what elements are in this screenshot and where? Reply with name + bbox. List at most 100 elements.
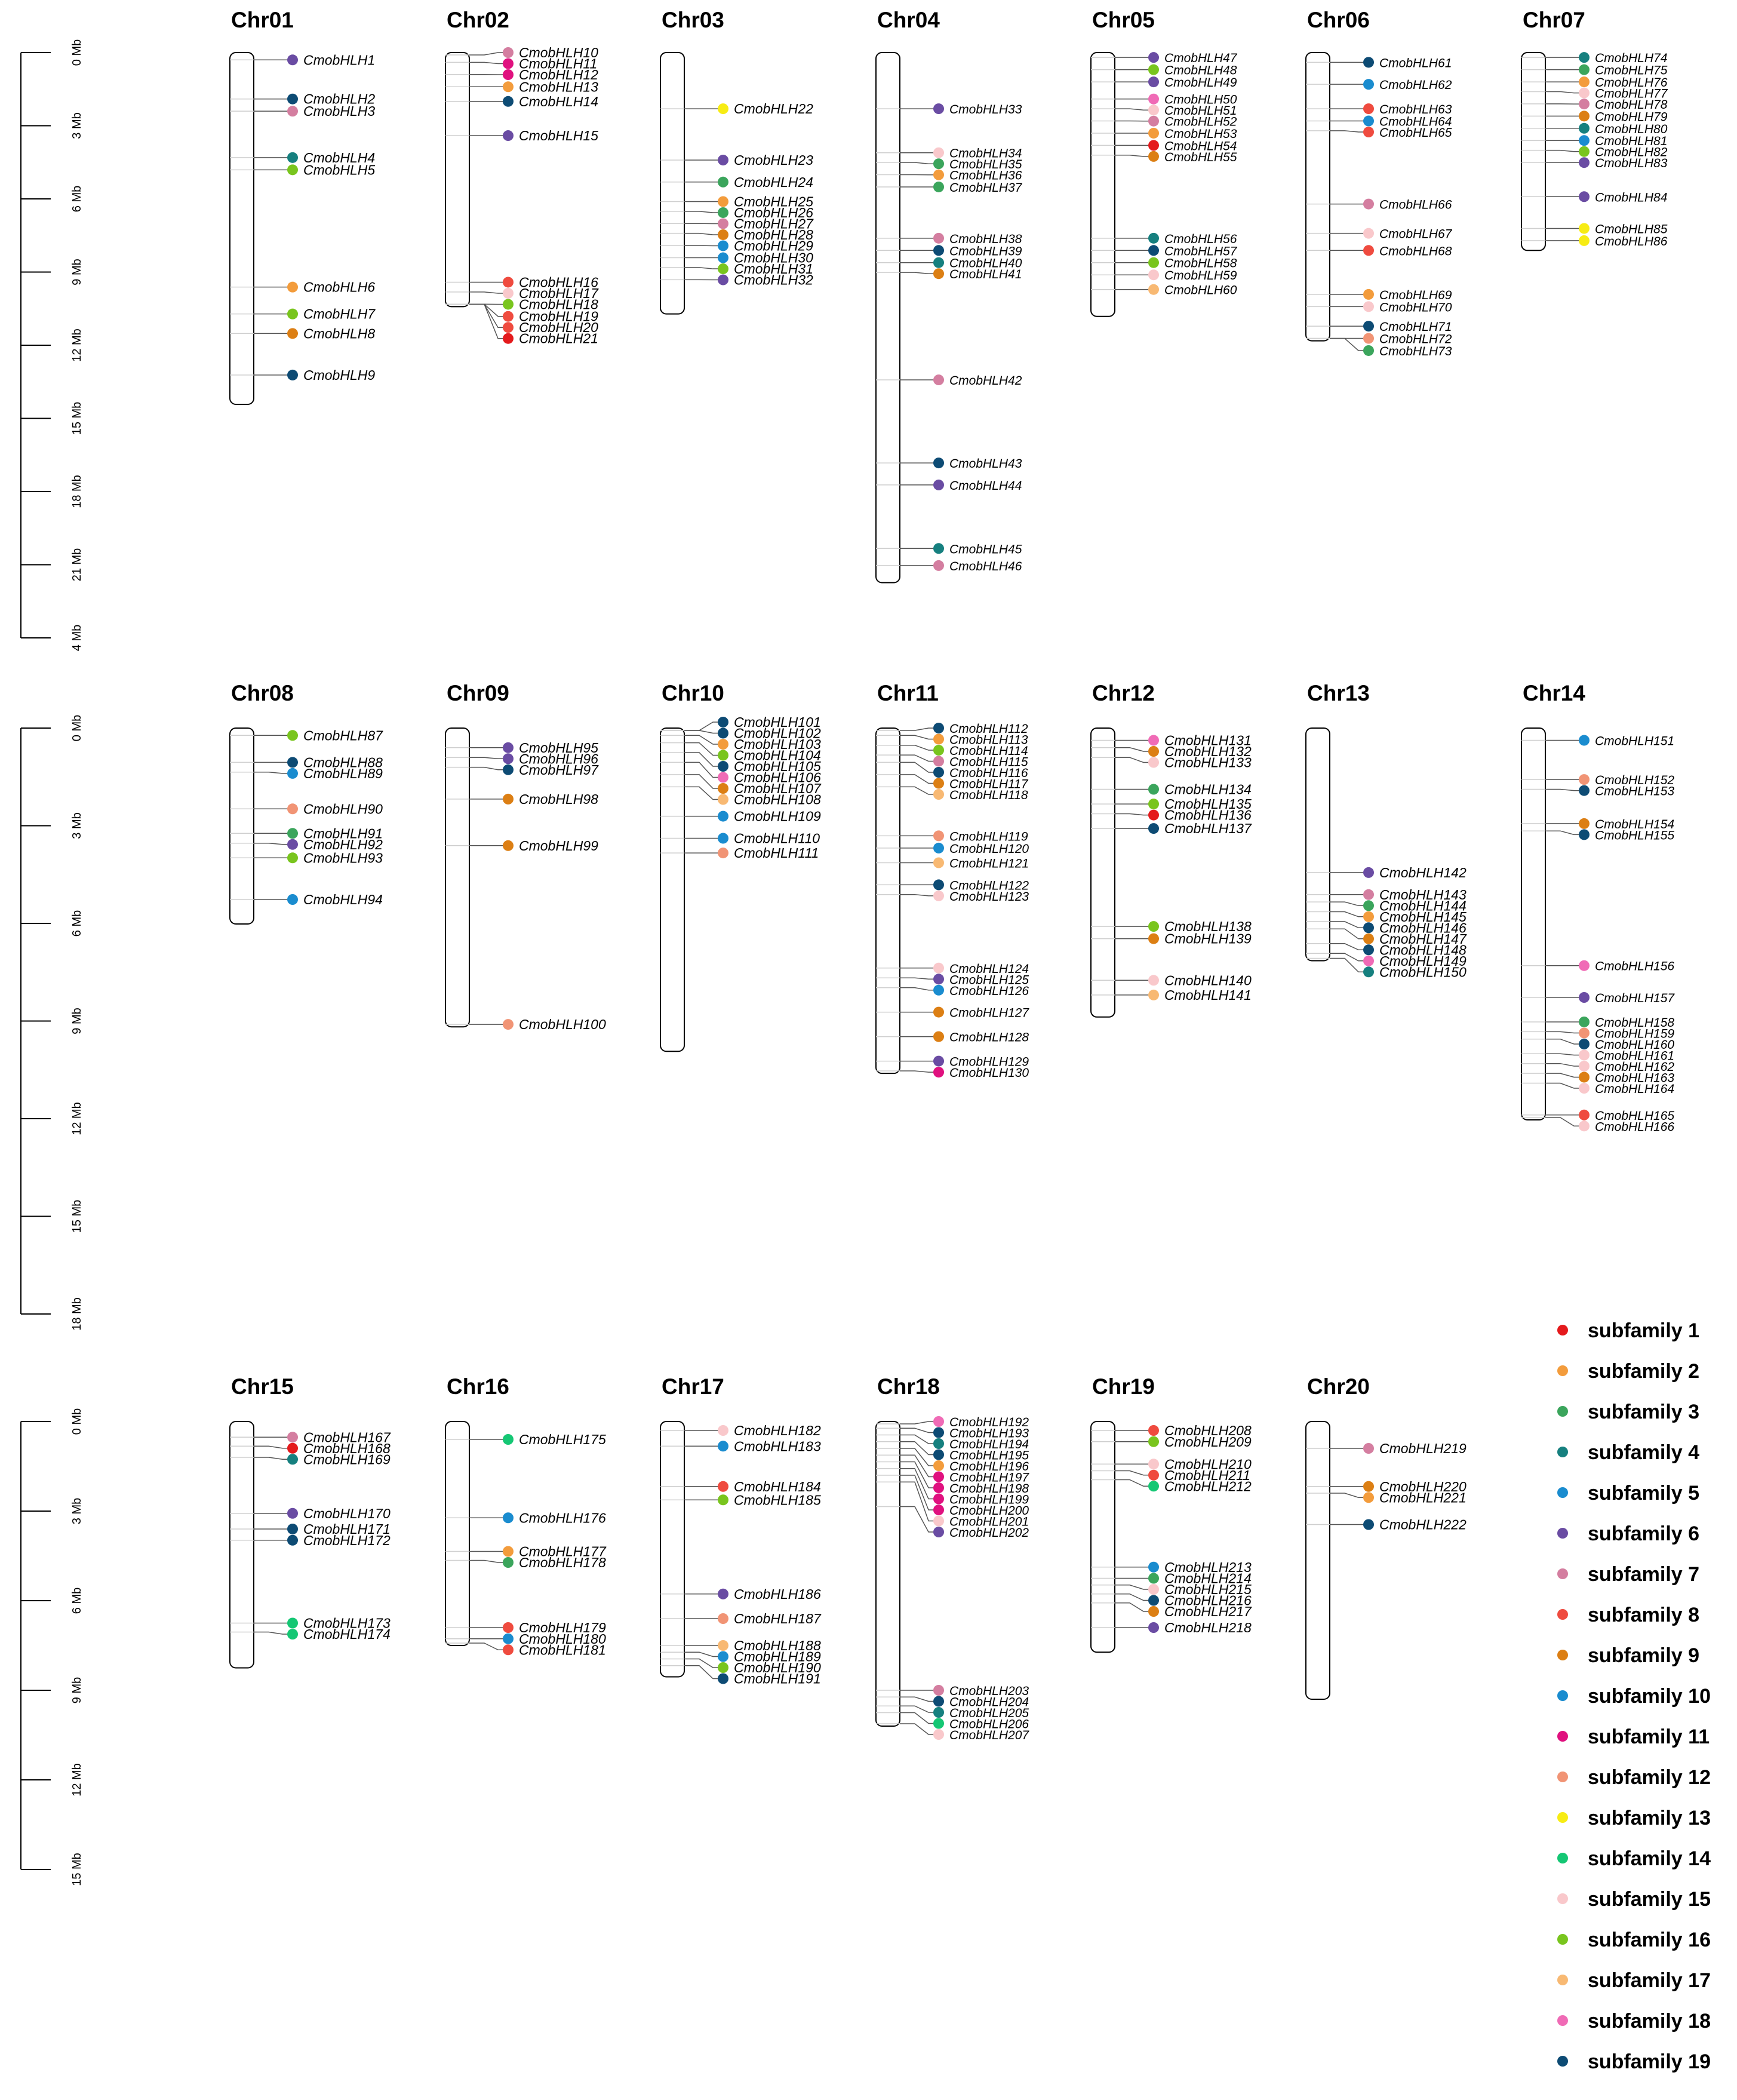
gene-label: CmobHLH115 (949, 756, 1028, 769)
gene-label: CmobHLH87 (303, 727, 383, 743)
gene-marker (933, 103, 944, 115)
gene-marker (933, 158, 944, 170)
gene-marker (1148, 269, 1159, 281)
gene-label: CmobHLH205 (949, 1706, 1029, 1720)
gene-label: CmobHLH182 (734, 1423, 821, 1438)
gene-connector (1330, 921, 1364, 929)
gene-label: CmobHLH98 (519, 791, 598, 807)
gene-marker (718, 1441, 728, 1452)
chromosome-bar (445, 52, 470, 308)
gene-marker (1148, 151, 1159, 162)
gene-label: CmobHLH67 (1379, 228, 1453, 241)
gene-connector (1545, 1117, 1579, 1127)
gene-marker (718, 252, 728, 263)
gene-connector (254, 772, 288, 774)
gene-connector (900, 1427, 934, 1433)
gene-marker (1579, 87, 1590, 99)
gene-label: CmobHLH27 (734, 216, 814, 231)
gene-connector (1115, 1585, 1149, 1590)
gene-marker (1148, 975, 1159, 986)
gene-connector (684, 786, 718, 800)
gene-marker (1148, 52, 1159, 63)
gene-marker (503, 1633, 514, 1644)
gene-marker (287, 1629, 298, 1640)
gene-connector (1545, 91, 1579, 94)
gene-connector (900, 754, 934, 762)
chromosome-title: Chr05 (1092, 8, 1155, 32)
gene-label: CmobHLH143 (1379, 887, 1467, 902)
legend-label: subfamily 11 (1588, 1726, 1710, 1748)
gene-label: CmobHLH101 (734, 714, 821, 730)
gene-marker (1579, 191, 1590, 202)
legend-marker (1557, 1447, 1568, 1457)
gene-marker (718, 1662, 728, 1673)
gene-label: CmobHLH131 (1164, 733, 1252, 748)
gene-marker (933, 962, 944, 974)
gene-connector (254, 1631, 288, 1635)
gene-marker (1363, 911, 1374, 922)
gene-marker (1363, 867, 1374, 878)
legend-label: subfamily 6 (1588, 1522, 1699, 1545)
gene-marker (1579, 992, 1590, 1003)
gene-marker (718, 783, 728, 794)
gene-label: CmobHLH8 (303, 326, 375, 341)
gene-label: CmobHLH6 (303, 280, 375, 295)
gene-marker (1363, 288, 1374, 300)
gene-marker (933, 890, 944, 901)
gene-label: CmobHLH181 (519, 1642, 606, 1657)
legend-label: subfamily 5 (1588, 1482, 1699, 1505)
gene-connector (900, 977, 934, 980)
gene-label: CmobHLH81 (1595, 134, 1667, 148)
gene-label: CmobHLH105 (734, 759, 821, 774)
gene-label: CmobHLH125 (949, 973, 1029, 987)
gene-marker (933, 147, 944, 158)
gene-marker (933, 1006, 944, 1018)
gene-label: CmobHLH12 (519, 67, 598, 82)
gene-label: CmobHLH3 (303, 103, 375, 119)
scale-tick-label: 6 Mb (70, 910, 84, 937)
gene-connector (684, 762, 718, 778)
chromosome-title: Chr11 (877, 681, 939, 705)
gene-label: CmobHLH64 (1379, 115, 1452, 129)
chromosome-title: Chr01 (231, 8, 294, 32)
chromosome-bar (1090, 1421, 1115, 1653)
legend-marker (1557, 1731, 1568, 1742)
scale-tick-label: 0 Mb (70, 39, 84, 66)
gene-label: CmobHLH99 (519, 838, 598, 853)
legend-marker (1557, 1772, 1568, 1782)
gene-marker (503, 333, 514, 344)
gene-label: CmobHLH10 (519, 45, 598, 60)
gene-label: CmobHLH219 (1379, 1441, 1467, 1456)
gene-label: CmobHLH146 (1379, 920, 1467, 935)
gene-label: CmobHLH157 (1595, 991, 1675, 1005)
gene-label: CmobHLH69 (1379, 288, 1452, 302)
gene-label: CmobHLH191 (734, 1671, 821, 1687)
gene-marker (718, 263, 728, 275)
chromosome-bar (1090, 52, 1115, 317)
gene-marker (933, 268, 944, 280)
gene-label: CmobHLH126 (949, 984, 1029, 998)
gene-label: CmobHLH26 (734, 205, 813, 220)
scale-tick-label: 21 Mb (70, 548, 84, 582)
gene-connector (684, 232, 718, 235)
gene-marker (1363, 345, 1374, 356)
gene-marker (503, 69, 514, 80)
gene-label: CmobHLH145 (1379, 909, 1467, 925)
gene-label: CmobHLH32 (734, 272, 813, 288)
gene-marker (718, 810, 728, 822)
gene-connector (1545, 1073, 1579, 1078)
gene-marker (933, 984, 944, 996)
chromosome-bar (875, 1421, 900, 1727)
gene-label: CmobHLH38 (949, 232, 1022, 246)
scale-tick-label: 15 Mb (70, 402, 84, 435)
gene-label: CmobHLH36 (949, 169, 1022, 183)
gene-marker (1579, 1061, 1590, 1072)
gene-marker (503, 764, 514, 775)
gene-label: CmobHLH80 (1595, 122, 1668, 136)
gene-label: CmobHLH198 (949, 1482, 1029, 1496)
gene-connector (1115, 813, 1149, 816)
gene-connector (1115, 757, 1149, 763)
gene-marker (1148, 284, 1159, 295)
